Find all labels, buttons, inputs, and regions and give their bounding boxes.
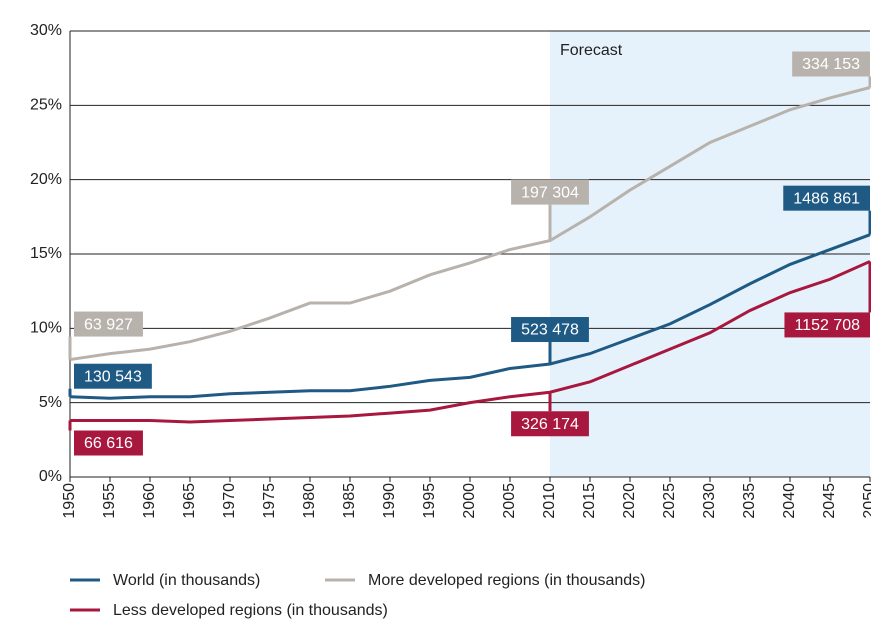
x-tick-label: 1985 <box>341 483 358 519</box>
x-tick-label: 1965 <box>181 483 198 519</box>
y-tick-label: 30% <box>30 22 62 39</box>
x-tick-label: 1960 <box>141 483 158 519</box>
y-tick-label: 10% <box>30 320 62 337</box>
x-tick-label: 2020 <box>621 483 638 519</box>
callout: 197 304 <box>511 179 589 241</box>
callout-box <box>783 185 870 211</box>
callout-label: 197 304 <box>521 184 579 201</box>
x-tick-label: 1955 <box>101 483 118 519</box>
y-tick-label: 15% <box>30 245 62 262</box>
x-tick-label: 2005 <box>501 483 518 519</box>
callout: 334 153 <box>792 51 871 88</box>
y-tick-label: 0% <box>39 468 62 485</box>
x-tick-label: 2050 <box>861 483 871 519</box>
callout: 63 927 <box>68 311 143 360</box>
callout-label: 63 927 <box>84 316 133 333</box>
callout: 130 543 <box>68 363 152 397</box>
callout-label: 1486 861 <box>793 190 860 207</box>
y-tick-label: 20% <box>30 171 62 188</box>
callout-label: 326 174 <box>521 416 579 433</box>
callout: 326 174 <box>511 392 589 437</box>
x-tick-label: 2030 <box>701 483 718 519</box>
x-tick-label: 2025 <box>661 483 678 519</box>
callout-label: 130 543 <box>84 368 142 385</box>
series-line <box>69 233 871 400</box>
x-tick-label: 2035 <box>741 483 758 519</box>
x-tick-label: 1980 <box>301 483 318 519</box>
callout-box <box>74 430 143 456</box>
x-tick-label: 2000 <box>461 483 478 519</box>
callout-box <box>784 312 870 338</box>
y-tick-label: 5% <box>39 394 62 411</box>
x-tick-label: 1990 <box>381 483 398 519</box>
callout-label: 334 153 <box>802 56 860 73</box>
series-line <box>70 260 871 424</box>
callout: 1486 861 <box>783 185 871 235</box>
legend-label: More developed regions (in thousands) <box>368 572 646 589</box>
y-tick-label: 25% <box>30 97 62 114</box>
x-tick-label: 1950 <box>61 483 78 519</box>
callout-box <box>792 51 870 77</box>
callout-box <box>511 411 589 437</box>
callout-box <box>511 317 589 343</box>
callout-label: 1152 708 <box>794 317 860 334</box>
x-tick-label: 2010 <box>541 483 558 519</box>
x-tick-label: 1995 <box>421 483 438 519</box>
x-tick-label: 2015 <box>581 483 598 519</box>
callout-box <box>511 179 589 205</box>
x-tick-label: 1970 <box>221 483 238 519</box>
callout-box <box>74 311 143 337</box>
callout-label: 523 478 <box>521 322 579 339</box>
legend-label: World (in thousands) <box>113 572 260 589</box>
x-tick-label: 2040 <box>781 483 798 519</box>
callout-box <box>74 363 152 389</box>
series-line <box>69 86 871 362</box>
callout: 1152 708 <box>784 261 871 338</box>
forecast-label: Forecast <box>560 42 623 59</box>
x-tick-label: 2045 <box>821 483 838 519</box>
callout-label: 66 616 <box>84 435 133 452</box>
callout: 66 616 <box>68 420 143 456</box>
x-tick-label: 1975 <box>261 483 278 519</box>
callout: 523 478 <box>511 317 589 365</box>
legend-label: Less developed regions (in thousands) <box>113 602 388 619</box>
